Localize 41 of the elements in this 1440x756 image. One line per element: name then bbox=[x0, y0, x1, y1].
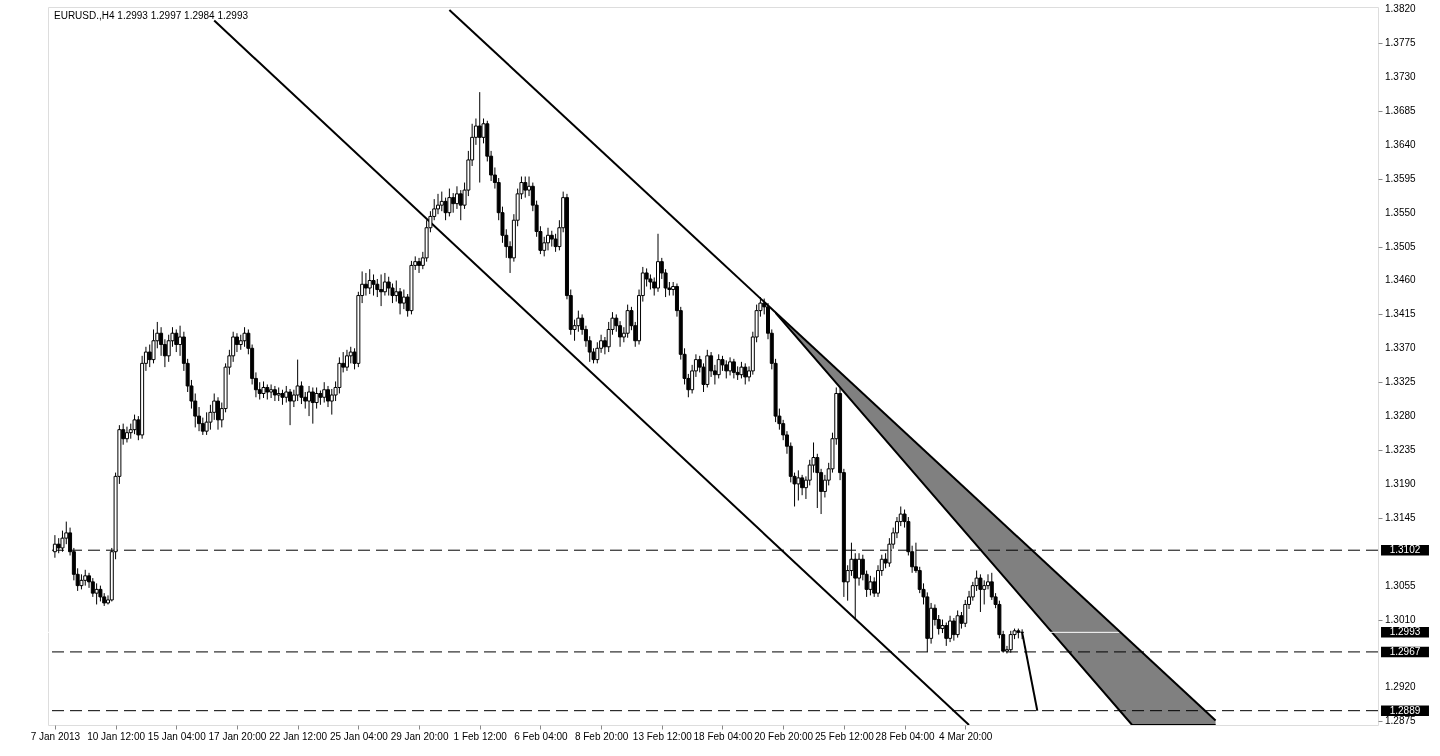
chart-title: EURUSD.,H4 1.2993 1.2997 1.2984 1.2993 bbox=[54, 10, 249, 21]
y-tick-label: 1.3730 bbox=[1385, 71, 1417, 83]
x-tick-label: 18 Feb 04:00 bbox=[693, 730, 753, 742]
x-tick-label: 22 Jan 12:00 bbox=[269, 730, 328, 742]
y-tick-label: 1.3820 bbox=[1385, 3, 1417, 15]
y-tick-label: 1.3550 bbox=[1385, 206, 1417, 218]
y-tick-label: 1.3280 bbox=[1385, 410, 1417, 422]
ref-line-label: 1.2967 bbox=[1389, 645, 1421, 657]
y-tick-label: 1.3370 bbox=[1385, 342, 1417, 354]
x-tick-label: 15 Jan 04:00 bbox=[147, 730, 207, 742]
y-tick-label: 1.3235 bbox=[1385, 444, 1417, 456]
x-tick-label: 20 Feb 20:00 bbox=[754, 730, 814, 742]
y-tick-label: 1.3415 bbox=[1385, 308, 1417, 320]
y-tick-label: 1.3010 bbox=[1385, 613, 1417, 625]
x-tick-label: 17 Jan 20:00 bbox=[208, 730, 267, 742]
y-tick-label: 1.3595 bbox=[1385, 172, 1417, 184]
x-tick-label: 7 Jan 2013 bbox=[30, 730, 81, 742]
y-tick-label: 1.3190 bbox=[1385, 477, 1417, 489]
x-tick-label: 28 Feb 04:00 bbox=[875, 730, 935, 742]
y-tick-label: 1.3055 bbox=[1385, 579, 1417, 591]
x-tick-label: 4 Mar 20:00 bbox=[939, 730, 993, 742]
x-tick-label: 13 Feb 12:00 bbox=[632, 730, 693, 742]
ref-line-label: 1.2889 bbox=[1389, 704, 1421, 716]
y-tick-label: 1.3775 bbox=[1385, 37, 1417, 49]
x-tick-label: 6 Feb 04:00 bbox=[514, 730, 569, 742]
y-tick-label: 1.3685 bbox=[1385, 104, 1417, 116]
x-tick-label: 1 Feb 12:00 bbox=[453, 730, 508, 742]
y-tick-label: 1.3460 bbox=[1385, 274, 1417, 286]
x-tick-label: 10 Jan 12:00 bbox=[87, 730, 146, 742]
x-tick-label: 25 Feb 12:00 bbox=[814, 730, 875, 742]
y-tick-label: 1.3640 bbox=[1385, 138, 1417, 150]
x-tick-label: 25 Jan 04:00 bbox=[329, 730, 389, 742]
x-tick-label: 29 Jan 20:00 bbox=[390, 730, 449, 742]
ref-line-label: 1.2993 bbox=[1389, 626, 1421, 638]
y-tick-label: 1.3145 bbox=[1385, 511, 1417, 523]
x-tick-label: 8 Feb 20:00 bbox=[574, 730, 629, 742]
y-tick-label: 1.2920 bbox=[1385, 681, 1417, 693]
y-tick-label: 1.3325 bbox=[1385, 376, 1417, 388]
ref-line-label: 1.3102 bbox=[1389, 544, 1421, 556]
y-tick-label: 1.3505 bbox=[1385, 240, 1417, 252]
y-tick-label: 1.2875 bbox=[1385, 715, 1417, 727]
